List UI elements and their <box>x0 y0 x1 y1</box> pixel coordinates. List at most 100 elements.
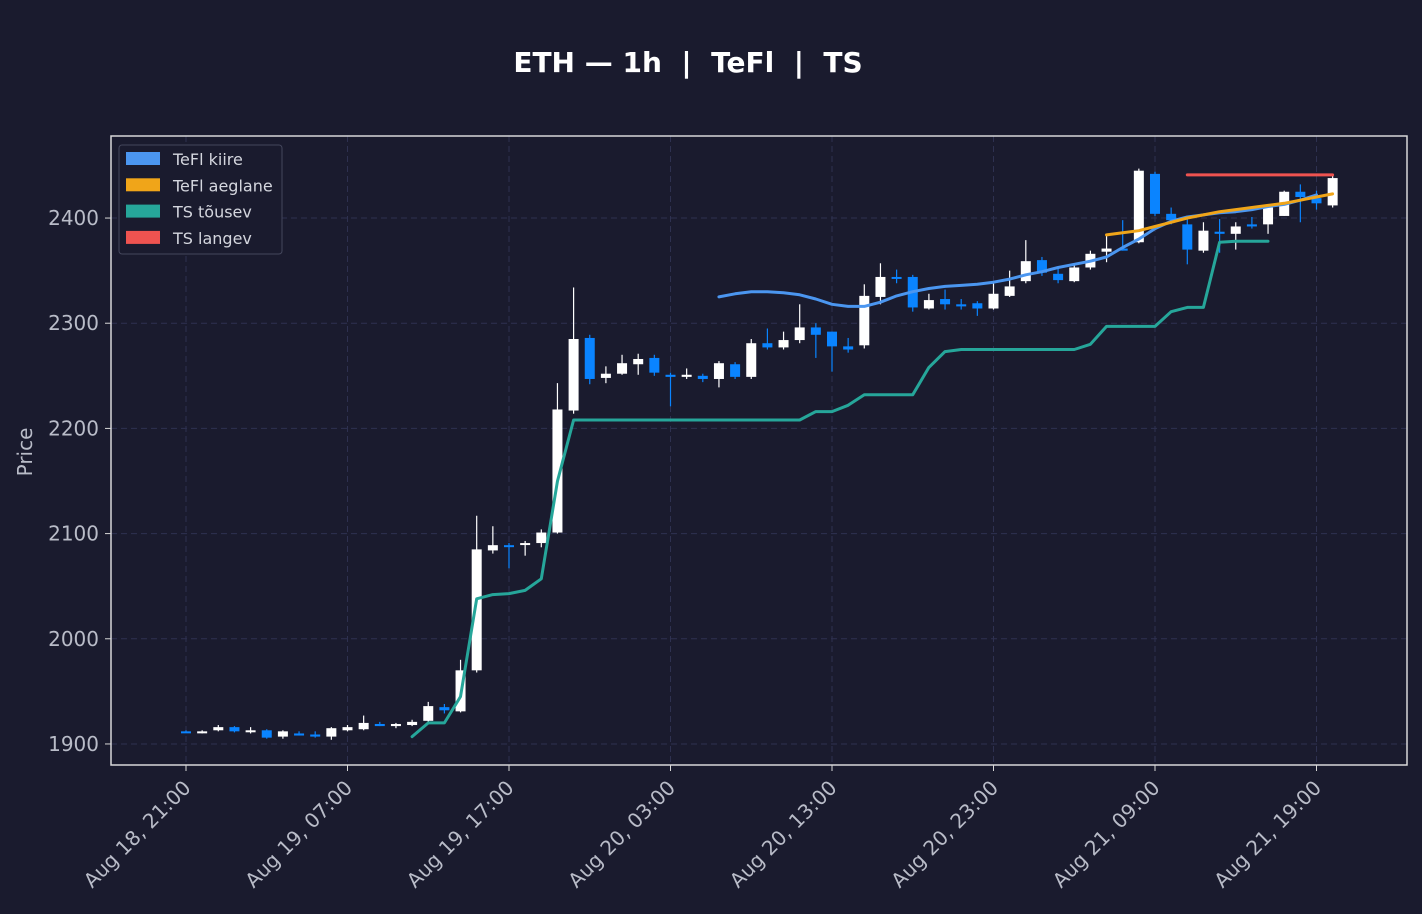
candle-body <box>1263 207 1274 225</box>
candle-body <box>1069 267 1080 282</box>
candle <box>229 726 240 733</box>
candle-body <box>504 545 514 548</box>
candle <box>1246 216 1257 229</box>
candle-body <box>584 337 595 379</box>
candle <box>697 373 708 383</box>
legend-label: TS tõusev <box>172 203 252 222</box>
candle-body <box>730 364 741 377</box>
candle <box>423 701 434 724</box>
candle <box>310 731 321 738</box>
candle-body <box>277 731 288 737</box>
candle <box>1150 171 1160 216</box>
legend-label: TeFl aeglane <box>172 176 273 195</box>
candle <box>681 368 692 379</box>
candle-body <box>197 731 208 734</box>
candle <box>810 323 821 358</box>
candle <box>277 730 288 739</box>
y-axis-label: Price <box>13 428 37 477</box>
candle <box>326 727 337 740</box>
candle <box>487 526 498 554</box>
candle-body <box>681 374 692 377</box>
candle-body <box>713 363 724 379</box>
candle <box>1069 265 1080 283</box>
chart-title: ETH — 1h | TeFl | TS <box>513 46 862 79</box>
candle-body <box>471 549 482 671</box>
candle-body <box>697 375 708 379</box>
candle-body <box>213 727 224 731</box>
candle-body <box>1036 260 1047 273</box>
candle-body <box>988 293 999 309</box>
candle-body <box>843 346 854 350</box>
candle <box>649 354 660 376</box>
candle <box>600 366 611 384</box>
candle-body <box>358 722 369 730</box>
trend-up-line <box>410 239 1270 739</box>
candle-body <box>1230 226 1241 234</box>
candle-body <box>1182 224 1193 250</box>
candle-body <box>1214 231 1225 234</box>
candle <box>923 293 934 310</box>
candle-body <box>1198 230 1209 251</box>
candle <box>1327 175 1338 208</box>
candle-body <box>423 706 434 721</box>
candle-body <box>342 727 353 731</box>
candle-body <box>665 374 676 377</box>
candle <box>390 722 401 729</box>
candle-body <box>940 299 951 305</box>
candle-body <box>1327 178 1338 206</box>
candle <box>471 515 482 673</box>
candle-body <box>326 728 337 737</box>
legend-label: TS langev <box>172 229 252 248</box>
candle-body <box>617 363 628 374</box>
candle <box>988 282 999 310</box>
candle <box>261 729 272 739</box>
candle-body <box>310 734 321 737</box>
candle <box>552 383 563 534</box>
candle <box>294 731 305 736</box>
candle-body <box>1053 273 1064 281</box>
candle-body <box>552 409 563 533</box>
candle <box>633 353 644 375</box>
candle-body <box>374 723 385 727</box>
candle-body <box>294 733 305 736</box>
legend-swatch <box>126 204 160 218</box>
candle-body <box>956 304 967 307</box>
candle-body <box>1246 224 1257 227</box>
candle <box>504 543 514 569</box>
legend: TeFl kiire TeFl aeglane TS tõusev TS langev <box>118 144 283 255</box>
candle-body <box>923 300 934 309</box>
axes-background <box>111 136 1407 765</box>
candle <box>1263 207 1274 234</box>
candle <box>1117 220 1128 251</box>
candle <box>1198 222 1209 253</box>
candle <box>875 263 886 305</box>
candle-body <box>520 543 531 546</box>
candle <box>730 362 741 379</box>
candle-body <box>972 303 983 309</box>
slow-line <box>1105 192 1335 237</box>
candle <box>891 269 902 284</box>
candle <box>762 328 773 350</box>
candle <box>940 289 951 310</box>
candle-body <box>1133 170 1144 243</box>
y-tick-label: 2300 <box>48 311 99 335</box>
candle <box>1295 184 1306 223</box>
candle-body <box>245 730 256 733</box>
candle <box>407 719 418 727</box>
candle-body <box>1295 191 1306 198</box>
candle-body <box>762 343 773 348</box>
candle <box>956 299 967 310</box>
candle <box>827 331 837 372</box>
candle <box>520 540 531 556</box>
candle <box>617 354 628 375</box>
candle <box>1004 270 1015 297</box>
candle <box>1053 267 1064 284</box>
candle-body <box>1166 213 1177 221</box>
y-tick-label: 1900 <box>48 732 99 756</box>
candle <box>439 703 450 714</box>
candle-body <box>1150 173 1160 214</box>
candle-body <box>778 340 789 348</box>
candle <box>972 301 983 316</box>
candle <box>746 339 757 379</box>
